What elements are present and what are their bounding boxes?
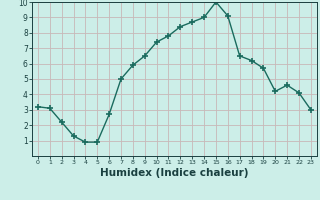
X-axis label: Humidex (Indice chaleur): Humidex (Indice chaleur): [100, 168, 249, 178]
